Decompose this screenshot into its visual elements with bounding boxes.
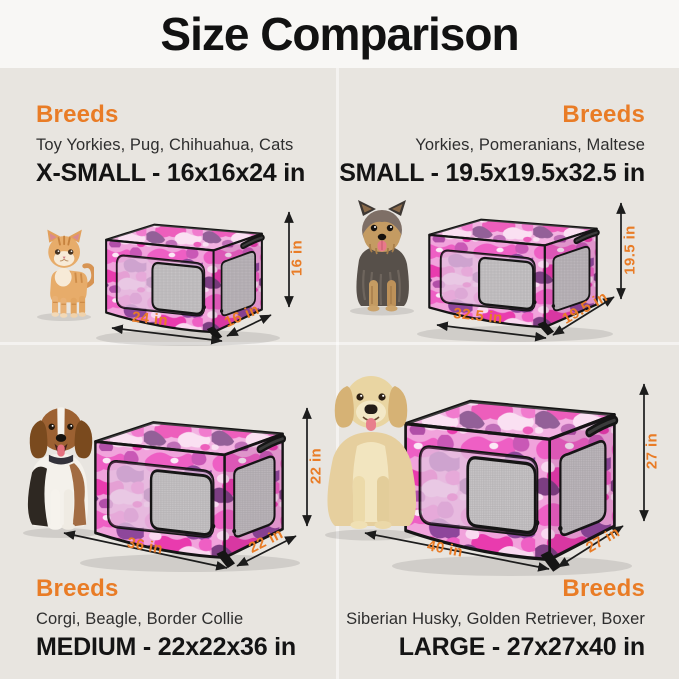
size-label: LARGE - 27x27x40 in xyxy=(398,632,646,661)
page-title: Size Comparison xyxy=(160,8,519,60)
breeds-list: Corgi, Beagle, Border Collie xyxy=(36,609,244,628)
quadrant-divider-vertical xyxy=(336,68,339,679)
breeds-heading: Breeds xyxy=(36,101,119,128)
large-text-block: Breeds Siberian Husky, Golden Retriever,… xyxy=(346,575,645,661)
golden-retriever-illustration xyxy=(326,375,417,530)
size-label: MEDIUM - 22x22x36 in xyxy=(36,632,296,661)
size-label: SMALL - 19.5x19.5x32.5 in xyxy=(339,158,645,187)
quadrant-divider-horizontal xyxy=(0,342,679,345)
breeds-heading: Breeds xyxy=(36,575,119,602)
breeds-list: Yorkies, Pomeranians, Maltese xyxy=(415,135,645,154)
small-text-block: Breeds Yorkies, Pomeranians, Maltese SMA… xyxy=(339,101,645,187)
medium-text-block: Breeds Corgi, Beagle, Border Collie MEDI… xyxy=(36,575,296,661)
x-small-text-block: Breeds Toy Yorkies, Pug, Chihuahua, Cats… xyxy=(36,101,305,187)
breeds-heading: Breeds xyxy=(562,575,645,602)
breeds-list: Toy Yorkies, Pug, Chihuahua, Cats xyxy=(36,135,294,154)
dimension-label-height: 27 in xyxy=(643,432,661,470)
header: Size Comparison xyxy=(0,0,679,68)
breeds-heading: Breeds xyxy=(562,101,645,128)
breeds-list: Siberian Husky, Golden Retriever, Boxer xyxy=(346,609,645,628)
size-label: X-SMALL - 16x16x24 in xyxy=(36,158,306,187)
